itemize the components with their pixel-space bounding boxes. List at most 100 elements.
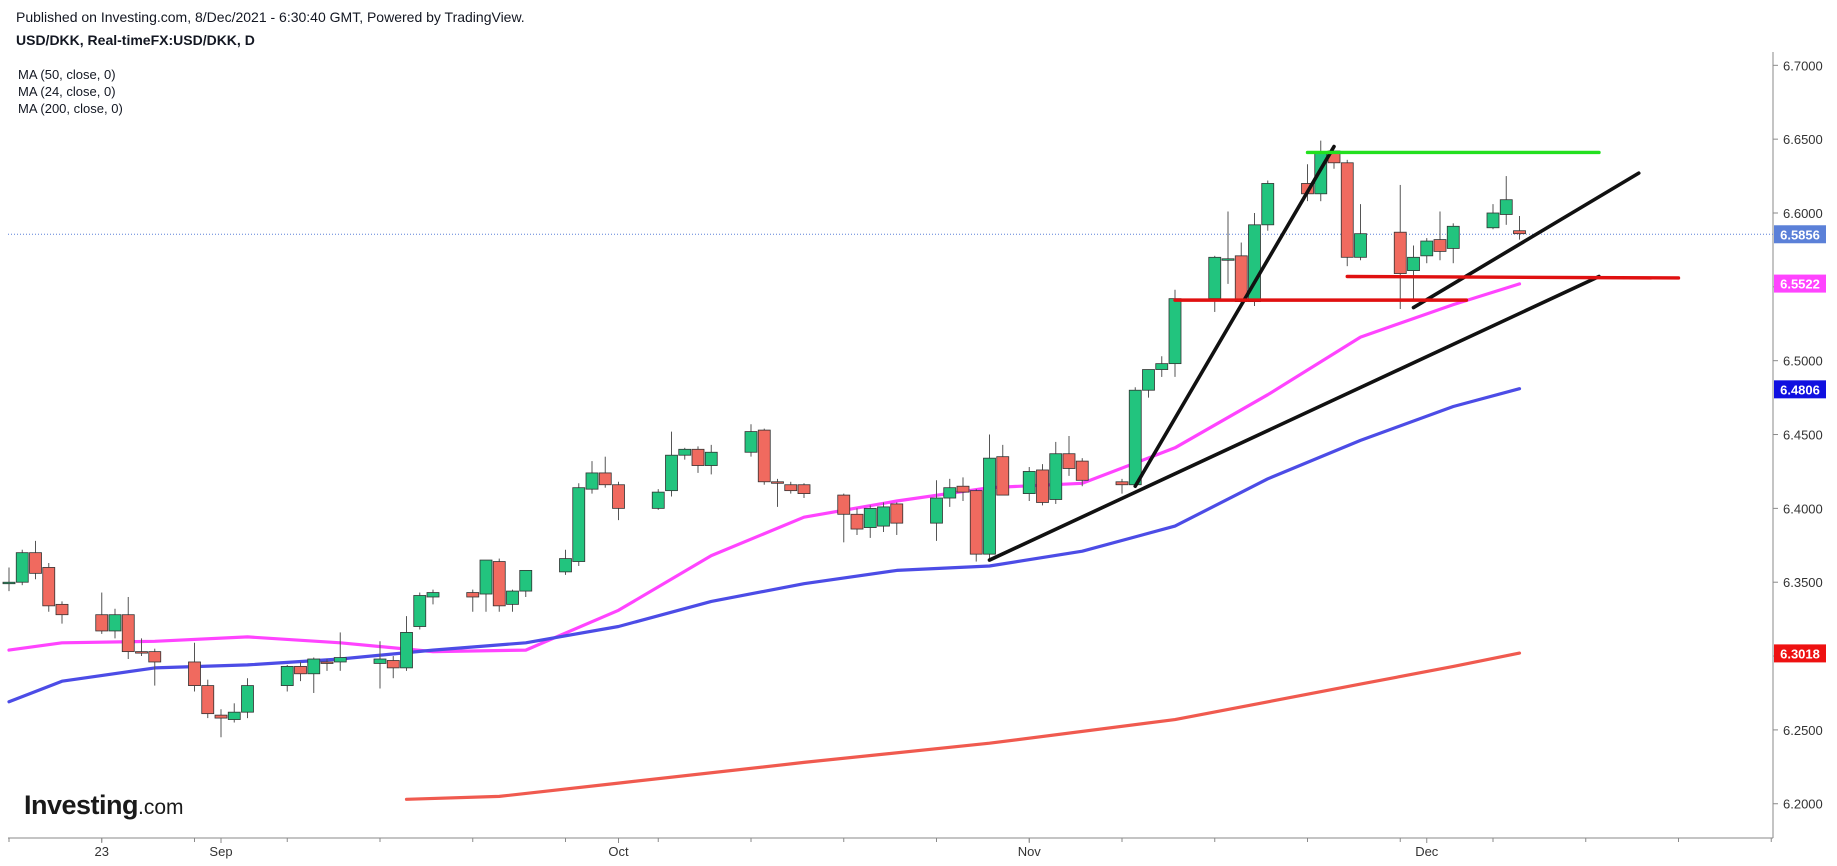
candle-body xyxy=(492,561,506,607)
candle xyxy=(492,558,506,612)
candle xyxy=(1446,223,1460,264)
moving-average-lines xyxy=(7,282,1522,801)
ma50-legend-item[interactable]: MA (50, close, 0) xyxy=(18,67,116,82)
candle-body xyxy=(1407,256,1420,271)
candle xyxy=(943,478,957,507)
candle xyxy=(1261,180,1275,231)
candle xyxy=(466,589,480,612)
candle xyxy=(294,661,307,682)
candle xyxy=(1062,436,1076,476)
candle xyxy=(1022,467,1036,501)
x-tick-label: Dec xyxy=(1415,844,1439,859)
candle xyxy=(320,659,334,671)
candle-body xyxy=(1036,469,1049,503)
candle-body xyxy=(479,559,493,595)
candle-body xyxy=(850,513,864,530)
candle-body xyxy=(55,603,69,616)
candle-body xyxy=(1446,225,1460,249)
y-tick-label: 6.6000 xyxy=(1783,206,1823,221)
price-label: 6.4806 xyxy=(1774,380,1826,399)
y-tick-label: 6.6500 xyxy=(1783,132,1823,147)
price-label: 6.5856 xyxy=(1774,225,1826,244)
candle-body xyxy=(678,448,692,456)
candle-body xyxy=(1115,481,1129,486)
candle xyxy=(241,678,254,719)
candle-body xyxy=(1022,471,1036,495)
candle-body xyxy=(413,595,427,627)
candle xyxy=(585,461,599,494)
candle xyxy=(188,642,201,692)
ma-legend: MA (50, close, 0) MA (24, close, 0) MA (… xyxy=(18,66,123,117)
y-tick-label: 6.4000 xyxy=(1783,501,1823,516)
candle xyxy=(665,431,678,497)
candle xyxy=(890,502,904,535)
candle xyxy=(983,434,996,561)
candle-body xyxy=(1513,230,1526,235)
candle xyxy=(930,480,943,541)
candle-body xyxy=(320,661,334,664)
candle-body xyxy=(598,472,612,486)
candle-body xyxy=(1354,233,1367,258)
y-tick-label: 6.2000 xyxy=(1783,797,1823,812)
price-label-text: 6.5522 xyxy=(1780,277,1820,292)
ma200-legend-item[interactable]: MA (200, close, 0) xyxy=(18,101,123,116)
candle xyxy=(559,549,572,575)
candle xyxy=(1407,245,1420,299)
candle xyxy=(1036,464,1049,506)
candle-body xyxy=(983,457,996,555)
candle-body xyxy=(771,481,784,484)
candle-body xyxy=(704,451,718,466)
candle-body xyxy=(2,581,16,585)
candle-body xyxy=(29,552,42,574)
candle-body xyxy=(1393,231,1407,274)
candle-body xyxy=(42,567,56,607)
candle xyxy=(135,638,148,657)
candle xyxy=(1221,211,1235,284)
ma-line xyxy=(7,387,1522,704)
candle-body xyxy=(280,665,294,686)
candle xyxy=(479,559,493,612)
candle-body xyxy=(294,665,307,675)
candle xyxy=(1433,211,1447,261)
trend-line xyxy=(1411,171,1641,310)
candle-body xyxy=(1433,239,1447,252)
ma24-legend-item[interactable]: MA (24, close, 0) xyxy=(18,84,116,99)
candle-body xyxy=(95,614,109,632)
candle-body xyxy=(665,454,678,492)
candle-body xyxy=(863,507,877,528)
candle-body xyxy=(519,569,533,592)
candle xyxy=(612,481,625,521)
x-tick-label: Oct xyxy=(608,844,629,859)
horizontal-level-line xyxy=(1345,274,1681,280)
candle-body xyxy=(1420,240,1434,257)
candle-body xyxy=(227,711,241,720)
candle-body xyxy=(1128,389,1142,486)
candle-body xyxy=(559,558,572,573)
candle-body xyxy=(400,632,413,669)
candle xyxy=(1142,369,1155,398)
candle xyxy=(1420,238,1434,264)
candle-body xyxy=(956,485,970,493)
candle-body xyxy=(837,494,851,515)
price-label-bg xyxy=(1774,644,1826,663)
candle-body xyxy=(1168,298,1182,365)
candle-body xyxy=(506,590,519,605)
candle-body xyxy=(1075,460,1089,481)
candle xyxy=(1128,387,1142,488)
candle xyxy=(757,428,771,485)
candle-body xyxy=(1486,212,1500,229)
candle xyxy=(1340,159,1354,267)
candle-body xyxy=(691,448,705,466)
candle-body xyxy=(890,503,904,524)
candle-body xyxy=(877,506,890,527)
symbol-title: USD/DKK, Real-timeFX:USD/DKK, D xyxy=(16,32,255,48)
candle xyxy=(863,505,877,538)
candle-body xyxy=(1062,453,1076,469)
candle xyxy=(598,456,612,488)
x-tick-label: Sep xyxy=(209,844,232,859)
candle-body xyxy=(108,614,122,632)
candle xyxy=(850,508,864,535)
y-tick-label: 6.2500 xyxy=(1783,723,1823,738)
investing-logo: Investing.com xyxy=(24,790,184,821)
candle-body xyxy=(188,661,201,686)
